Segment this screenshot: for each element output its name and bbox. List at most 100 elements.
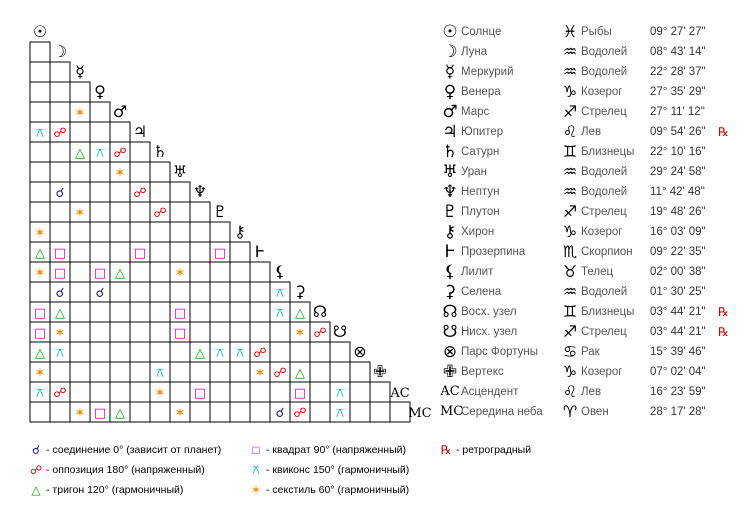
aspect-mark-tri: △ — [115, 406, 125, 421]
aspect-mark-sx: ✶ — [75, 406, 86, 421]
sign-name: Лев — [581, 386, 602, 398]
aspect-mark-qx: ⚻ — [96, 146, 105, 161]
grid-cell — [29, 201, 51, 223]
planet-name: Нисх. узел — [461, 326, 518, 338]
sign-name: Стрелец — [581, 206, 627, 218]
grid-cell — [49, 201, 71, 223]
planet-name: Нептун — [461, 186, 500, 198]
aspect-mark-qx: ⚻ — [36, 126, 45, 141]
grid-cell — [89, 221, 111, 243]
grid-cell — [49, 101, 71, 123]
grid-cell — [169, 181, 191, 203]
grid-cell — [229, 361, 251, 383]
aspect-mark-sq: □ — [174, 306, 186, 321]
planet-glyph-icon: ⚳ — [443, 282, 457, 302]
legend-text: - соединение 0° (зависит от планет) — [46, 444, 222, 456]
sign-name: Стрелец — [581, 106, 627, 118]
aspect-mark-opp: ☍ — [293, 406, 306, 421]
grid-cell — [129, 261, 151, 283]
aspect-mark-opp: ☍ — [273, 366, 286, 381]
grid-cell — [129, 221, 151, 243]
grid-cell — [309, 381, 331, 403]
aspect-mark-sx: ✶ — [55, 326, 66, 341]
grid-cell — [369, 381, 391, 403]
grid-cell — [229, 281, 251, 303]
aspect-mark-sx: ✶ — [35, 366, 46, 381]
grid-cell — [29, 61, 51, 83]
planet-glyph-icon: ✙ — [442, 362, 458, 382]
grid-planet-glyph: ✙ — [373, 362, 386, 381]
grid-cell — [249, 381, 271, 403]
grid-cell — [89, 321, 111, 343]
grid-cell — [149, 401, 171, 423]
aspect-mark-sx: ✶ — [255, 366, 266, 381]
aspect-mark-conj: ☌ — [96, 286, 105, 301]
sign-glyph-icon: ♈ — [562, 402, 578, 421]
planet-name: Меркурий — [461, 66, 514, 78]
grid-cell — [209, 221, 231, 243]
grid-cell — [109, 201, 131, 223]
grid-cell — [49, 221, 71, 243]
grid-cell — [189, 281, 211, 303]
aspect-mark-qx: ⚻ — [156, 366, 165, 381]
grid-cell — [349, 361, 371, 383]
planet-glyph-icon: ☋ — [442, 322, 458, 342]
aspect-mark-sx: ✶ — [175, 266, 186, 281]
position-degree: 29° 24' 58" — [650, 166, 706, 178]
grid-cell — [189, 241, 211, 263]
grid-cell — [369, 401, 391, 423]
planet-glyph-icon: ♃ — [442, 122, 458, 142]
legend-sq-icon: □ — [252, 443, 260, 457]
grid-cell — [189, 221, 211, 243]
grid-cell — [69, 241, 91, 263]
grid-cell — [209, 361, 231, 383]
grid-cell — [49, 361, 71, 383]
grid-cell — [189, 301, 211, 323]
sign-name: Водолей — [581, 286, 628, 298]
position-degree: 16° 03' 09" — [650, 226, 706, 238]
sign-glyph-icon: ♑ — [562, 82, 578, 101]
aspect-mark-sx: ✶ — [75, 206, 86, 221]
grid-cell — [129, 281, 151, 303]
planet-glyph-icon: ♂ — [442, 102, 458, 122]
grid-cell — [189, 321, 211, 343]
position-degree: 19° 48' 26" — [650, 206, 706, 218]
sign-name: Телец — [581, 266, 614, 278]
grid-planet-glyph: ☋ — [333, 322, 347, 341]
grid-cell — [289, 341, 311, 363]
sign-glyph-icon: ♌ — [562, 122, 578, 141]
sign-name: Водолей — [581, 66, 628, 78]
planet-name: Лилит — [461, 266, 494, 278]
grid-cell — [109, 281, 131, 303]
position-degree: 03° 44' 21" — [650, 326, 706, 338]
grid-cell — [169, 361, 191, 383]
grid-cell — [69, 321, 91, 343]
aspect-mark-opp: ☍ — [253, 346, 266, 361]
grid-cell — [169, 221, 191, 243]
grid-cell — [209, 281, 231, 303]
sign-name: Козерог — [581, 226, 623, 238]
grid-cell — [149, 341, 171, 363]
retrograde-icon: ℞ — [718, 125, 729, 139]
grid-cell — [129, 301, 151, 323]
legend-text: - квадрат 90° (напряженный) — [266, 444, 407, 456]
sign-glyph-icon: ♒ — [562, 162, 578, 181]
grid-cell — [69, 121, 91, 143]
grid-cell — [69, 301, 91, 323]
grid-cell — [69, 381, 91, 403]
aspect-mark-tri: △ — [35, 346, 45, 361]
grid-cell — [109, 181, 131, 203]
grid-cell — [49, 81, 71, 103]
grid-cell — [129, 341, 151, 363]
aspect-mark-tri: △ — [55, 306, 65, 321]
aspect-mark-opp: ☍ — [53, 126, 66, 141]
legend-text: - ретроградный — [456, 444, 532, 456]
grid-cell — [29, 141, 51, 163]
grid-cell — [169, 341, 191, 363]
sign-glyph-icon: ♊ — [562, 142, 578, 161]
aspect-mark-sq: □ — [54, 266, 66, 281]
aspect-mark-tri: △ — [115, 266, 125, 281]
planet-glyph-icon: ☽ — [442, 42, 458, 62]
aspect-mark-opp: ☍ — [53, 386, 66, 401]
sign-glyph-icon: ♐ — [562, 322, 578, 341]
